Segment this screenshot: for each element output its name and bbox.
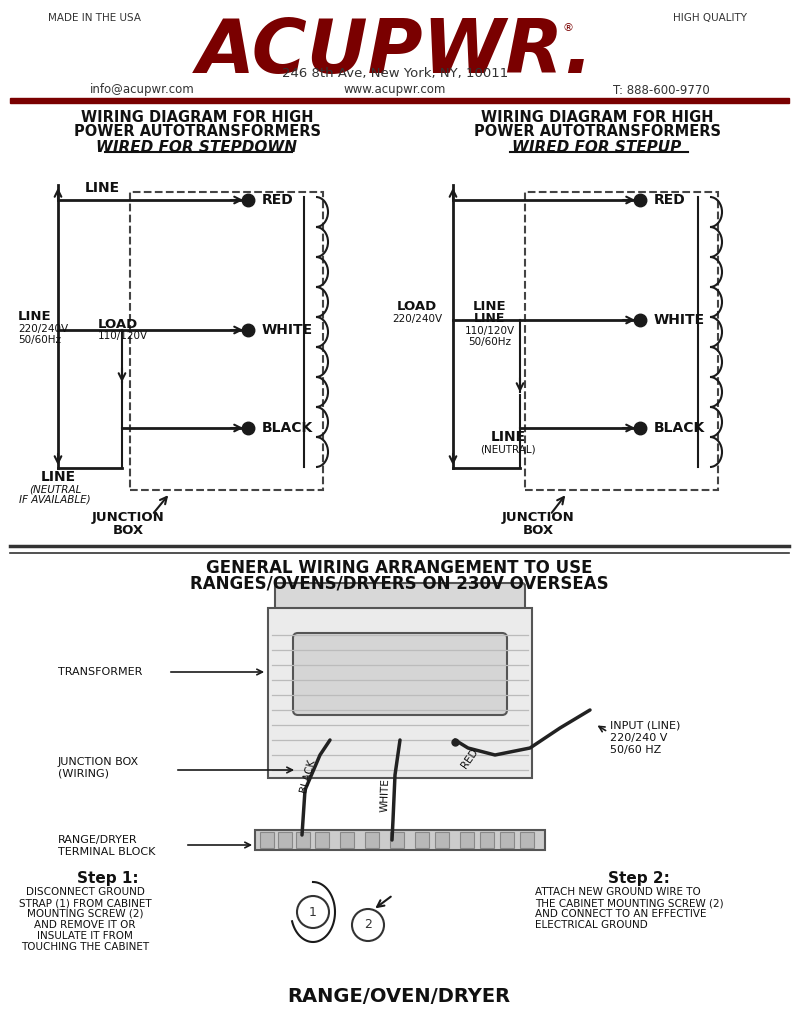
Bar bbox=[435, 831, 449, 848]
Text: INPUT (LINE): INPUT (LINE) bbox=[610, 721, 681, 731]
Text: WHITE: WHITE bbox=[380, 778, 391, 812]
Text: ACUPWR.: ACUPWR. bbox=[197, 15, 594, 88]
Text: 110/120V: 110/120V bbox=[465, 326, 515, 336]
Text: LOAD: LOAD bbox=[397, 300, 437, 313]
Bar bbox=[296, 831, 310, 848]
Circle shape bbox=[352, 909, 384, 941]
Text: RED: RED bbox=[262, 193, 294, 207]
Text: BLACK: BLACK bbox=[654, 421, 706, 435]
Text: Step 2:: Step 2: bbox=[608, 870, 670, 886]
Text: 220/240 V: 220/240 V bbox=[610, 733, 667, 743]
Text: ®: ® bbox=[562, 23, 574, 33]
Text: 50/60Hz: 50/60Hz bbox=[468, 337, 511, 347]
Text: POWER AUTOTRANSFORMERS: POWER AUTOTRANSFORMERS bbox=[74, 124, 320, 138]
Text: JUNCTION: JUNCTION bbox=[502, 512, 574, 524]
Text: (NEUTRAL): (NEUTRAL) bbox=[480, 445, 536, 455]
Text: 50/60 HZ: 50/60 HZ bbox=[610, 745, 662, 755]
Text: BOX: BOX bbox=[113, 524, 144, 538]
Text: LINE: LINE bbox=[475, 312, 506, 326]
Text: ATTACH NEW GROUND WIRE TO: ATTACH NEW GROUND WIRE TO bbox=[535, 887, 701, 897]
Bar bbox=[268, 608, 532, 778]
Bar bbox=[130, 193, 323, 490]
Text: RANGE/OVEN/DRYER: RANGE/OVEN/DRYER bbox=[288, 987, 511, 1007]
Bar bbox=[278, 831, 292, 848]
Text: LOAD: LOAD bbox=[98, 317, 138, 331]
Bar bbox=[500, 831, 514, 848]
Text: BLACK: BLACK bbox=[299, 758, 317, 794]
Text: DISCONNECT GROUND: DISCONNECT GROUND bbox=[26, 887, 145, 897]
Text: WHITE: WHITE bbox=[654, 313, 706, 327]
Bar bbox=[480, 831, 494, 848]
Bar bbox=[340, 831, 354, 848]
Text: AND CONNECT TO AN EFFECTIVE: AND CONNECT TO AN EFFECTIVE bbox=[535, 909, 706, 919]
Text: MOUNTING SCREW (2): MOUNTING SCREW (2) bbox=[26, 909, 143, 919]
Bar bbox=[520, 831, 534, 848]
Text: GENERAL WIRING ARRANGEMENT TO USE: GENERAL WIRING ARRANGEMENT TO USE bbox=[206, 559, 592, 577]
FancyBboxPatch shape bbox=[275, 583, 525, 611]
Text: TOUCHING THE CABINET: TOUCHING THE CABINET bbox=[21, 942, 149, 952]
Bar bbox=[525, 193, 718, 490]
Text: IF AVAILABLE): IF AVAILABLE) bbox=[19, 495, 91, 505]
Text: 220/240V: 220/240V bbox=[18, 324, 68, 334]
Text: 246 8th Ave, New York, NY, 10011: 246 8th Ave, New York, NY, 10011 bbox=[282, 68, 508, 81]
Text: 1: 1 bbox=[309, 905, 317, 919]
Bar bbox=[10, 98, 789, 103]
Text: Step 1:: Step 1: bbox=[78, 870, 139, 886]
Text: BLACK: BLACK bbox=[262, 421, 313, 435]
Text: TERMINAL BLOCK: TERMINAL BLOCK bbox=[58, 847, 155, 857]
Bar bbox=[315, 831, 329, 848]
Text: info@acupwr.com: info@acupwr.com bbox=[90, 84, 195, 96]
Text: www.acupwr.com: www.acupwr.com bbox=[344, 84, 446, 96]
Text: MADE IN THE USA: MADE IN THE USA bbox=[49, 13, 141, 23]
Text: LINE: LINE bbox=[18, 310, 52, 324]
Text: 2: 2 bbox=[364, 919, 372, 932]
Text: LINE: LINE bbox=[491, 430, 526, 444]
Text: INSULATE IT FROM: INSULATE IT FROM bbox=[37, 931, 133, 941]
Text: BOX: BOX bbox=[523, 524, 554, 538]
Bar bbox=[365, 831, 379, 848]
Bar bbox=[255, 830, 545, 850]
Text: RED: RED bbox=[459, 746, 480, 770]
Text: RANGE/DRYER: RANGE/DRYER bbox=[58, 835, 137, 845]
Text: WIRED FOR STEPDOWN: WIRED FOR STEPDOWN bbox=[97, 139, 297, 155]
Text: ELECTRICAL GROUND: ELECTRICAL GROUND bbox=[535, 920, 648, 930]
Text: LINE: LINE bbox=[85, 181, 120, 195]
Text: STRAP (1) FROM CABINET: STRAP (1) FROM CABINET bbox=[18, 898, 151, 908]
Text: LINE: LINE bbox=[41, 470, 76, 484]
Text: THE CABINET MOUNTING SCREW (2): THE CABINET MOUNTING SCREW (2) bbox=[535, 898, 724, 908]
Text: TRANSFORMER: TRANSFORMER bbox=[58, 667, 142, 677]
Text: WHITE: WHITE bbox=[262, 323, 313, 337]
Bar bbox=[260, 831, 274, 848]
FancyBboxPatch shape bbox=[293, 633, 507, 715]
Text: POWER AUTOTRANSFORMERS: POWER AUTOTRANSFORMERS bbox=[474, 124, 721, 138]
Text: JUNCTION: JUNCTION bbox=[92, 512, 165, 524]
Bar bbox=[415, 831, 429, 848]
Text: 50/60Hz: 50/60Hz bbox=[18, 335, 61, 345]
Text: (WIRING): (WIRING) bbox=[58, 769, 109, 779]
Text: WIRED FOR STEPUP: WIRED FOR STEPUP bbox=[512, 139, 682, 155]
Text: 110/120V: 110/120V bbox=[98, 331, 148, 341]
Text: AND REMOVE IT OR: AND REMOVE IT OR bbox=[34, 920, 136, 930]
Circle shape bbox=[297, 896, 329, 928]
Text: RED: RED bbox=[654, 193, 686, 207]
Bar bbox=[460, 831, 474, 848]
Bar bbox=[390, 831, 404, 848]
Text: JUNCTION BOX: JUNCTION BOX bbox=[58, 757, 139, 767]
Text: WIRING DIAGRAM FOR HIGH: WIRING DIAGRAM FOR HIGH bbox=[481, 111, 714, 126]
Text: WIRING DIAGRAM FOR HIGH: WIRING DIAGRAM FOR HIGH bbox=[81, 111, 313, 126]
Text: T: 888-600-9770: T: 888-600-9770 bbox=[614, 84, 710, 96]
Text: LINE: LINE bbox=[473, 300, 507, 313]
Text: HIGH QUALITY: HIGH QUALITY bbox=[673, 13, 747, 23]
Text: (NEUTRAL: (NEUTRAL bbox=[29, 484, 81, 494]
Text: RANGES/OVENS/DRYERS ON 230V OVERSEAS: RANGES/OVENS/DRYERS ON 230V OVERSEAS bbox=[189, 574, 608, 592]
Text: 220/240V: 220/240V bbox=[392, 314, 442, 324]
